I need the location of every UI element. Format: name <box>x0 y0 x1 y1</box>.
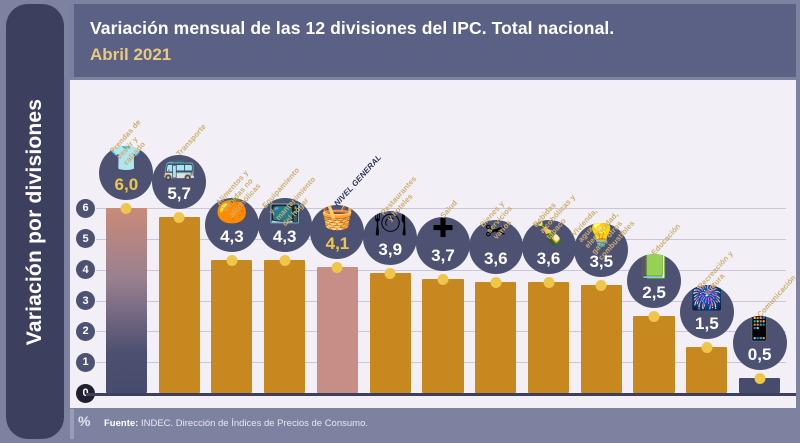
bar-7[interactable] <box>475 277 517 393</box>
y-axis-tick-4: 4 <box>76 260 95 280</box>
header-accent-bar <box>70 4 74 77</box>
footer-band: % Fuente: INDEC. Dirección de Índices de… <box>70 409 796 439</box>
fruit-icon: 🍊 <box>215 198 249 225</box>
bar-12[interactable] <box>739 372 781 393</box>
category-label-line: Educación <box>649 221 683 257</box>
bar-top-dot-icon <box>543 277 555 288</box>
value-badge-3[interactable]: 📺 4,3 <box>257 198 312 253</box>
bar-4[interactable] <box>316 261 359 393</box>
category-label-10: Educación <box>649 222 682 257</box>
value-badge-11[interactable]: 🎆 1,5 <box>679 284 734 339</box>
bar-top-dot-icon <box>279 255 291 267</box>
category-label-line: Transporte <box>174 122 209 159</box>
value-badge-8[interactable]: 🍾 3,6 <box>521 220 576 274</box>
category-label-4: NIVEL GENERAL <box>333 152 384 207</box>
value-badge-0[interactable]: 👕 6,0 <box>99 146 154 200</box>
bar-9[interactable] <box>580 280 622 393</box>
bar-top-dot-icon <box>384 267 396 279</box>
category-label-line: NIVEL GENERAL <box>332 152 384 208</box>
fireworks-icon: 🎆 <box>690 284 724 311</box>
value-badge-10[interactable]: 📗 2,5 <box>627 253 682 308</box>
value-badge-6[interactable]: ✚ 3,7 <box>416 216 470 271</box>
health-cross-icon: ✚ <box>432 216 454 243</box>
value-label-5: 3,9 <box>378 239 403 259</box>
bar-0[interactable] <box>105 203 147 393</box>
basket-icon: 🧺 <box>321 204 354 231</box>
value-label-4: 4,1 <box>325 233 350 253</box>
bar-3[interactable] <box>264 255 306 393</box>
category-label-line: Comunicación <box>754 272 798 319</box>
books-icon: 📗 <box>637 253 671 280</box>
bottle-icon: 🍾 <box>532 220 565 246</box>
sidebar-axis-title: Variación por divisiones <box>6 4 64 439</box>
value-label-8: 3,6 <box>536 249 561 268</box>
value-label-6: 3,7 <box>431 245 455 265</box>
value-badge-7[interactable]: ✂ 3,6 <box>468 220 523 274</box>
waiter-icon: 🍽 <box>373 210 407 237</box>
value-label-12: 0,5 <box>747 344 772 364</box>
value-label-1: 5,7 <box>167 184 191 204</box>
bar-top-dot-icon <box>331 261 343 273</box>
gridline <box>96 208 786 209</box>
bar-top-dot-icon <box>120 203 132 214</box>
bar-top-dot-icon <box>173 212 185 224</box>
appliance-icon: 📺 <box>268 198 301 225</box>
bar-2[interactable] <box>211 255 253 393</box>
bar-5[interactable] <box>369 267 411 393</box>
bar-top-dot-icon <box>595 280 607 292</box>
bar-10[interactable] <box>633 310 675 393</box>
value-badge-4[interactable]: 🧺 4,1 <box>310 204 365 259</box>
value-label-2: 4,3 <box>220 227 244 247</box>
bus-icon: 🚌 <box>162 155 196 182</box>
value-badge-1[interactable]: 🚌 5,7 <box>152 155 207 210</box>
lightbulb-icon: 💡 <box>585 223 618 250</box>
category-label-1: Transporte <box>174 122 208 158</box>
source-text: INDEC. Dirección de Índices de Precios d… <box>138 418 368 429</box>
bar-6[interactable] <box>422 273 464 393</box>
page-subtitle: Abril 2021 <box>90 45 172 64</box>
value-badge-2[interactable]: 🍊 4,3 <box>204 198 259 253</box>
y-axis-tick-1: 1 <box>76 352 95 372</box>
bars-group: 👕 6,0 Prendas de vestir y calzado 🚌 5,7 Transpo… <box>70 80 798 408</box>
scissors-icon: ✂ <box>484 220 507 246</box>
bar-top-dot-icon <box>648 310 660 322</box>
y-axis-tick-6: 6 <box>76 198 95 218</box>
source-prefix: Fuente: <box>104 418 139 429</box>
bar-8[interactable] <box>527 277 570 393</box>
bar-top-dot-icon <box>226 255 238 267</box>
smartphone-icon: 📱 <box>743 315 776 342</box>
value-label-3: 4,3 <box>272 227 297 247</box>
value-label-10: 2,5 <box>642 282 666 302</box>
value-label-7: 3,6 <box>483 249 508 268</box>
value-badge-5[interactable]: 🍽 3,9 <box>363 210 418 265</box>
value-badge-12[interactable]: 📱 0,5 <box>732 315 787 370</box>
x-axis-baseline <box>86 393 796 396</box>
bar-top-dot-icon <box>701 341 713 353</box>
percent-symbol: % <box>78 413 91 429</box>
y-axis-tick-0: 0 <box>76 383 95 403</box>
header-band: Variación mensual de las 12 divisiones d… <box>70 4 796 77</box>
bar-11[interactable] <box>686 341 728 393</box>
y-axis-tick-5: 5 <box>76 229 95 249</box>
value-badge-9[interactable]: 💡 3,5 <box>574 223 629 278</box>
y-axis-tick-2: 2 <box>76 321 95 341</box>
source-note: Fuente: INDEC. Dirección de Índices de P… <box>104 418 368 429</box>
bar-top-dot-icon <box>437 273 449 285</box>
y-axis-tick-3: 3 <box>76 291 95 310</box>
value-label-0: 6,0 <box>114 175 139 194</box>
value-label-9: 3,5 <box>589 252 614 272</box>
bar-top-dot-icon <box>490 277 502 288</box>
footer-accent-bar <box>70 409 74 439</box>
bar-1[interactable] <box>158 212 200 393</box>
page-title: Variación mensual de las 12 divisiones d… <box>90 18 615 38</box>
tshirt-icon: 👕 <box>110 146 143 172</box>
category-label-12: Comunicación <box>755 273 798 319</box>
bar-top-dot-icon <box>754 372 766 384</box>
sidebar-label: Variación por divisiones <box>23 98 47 345</box>
value-label-11: 1,5 <box>695 313 719 333</box>
